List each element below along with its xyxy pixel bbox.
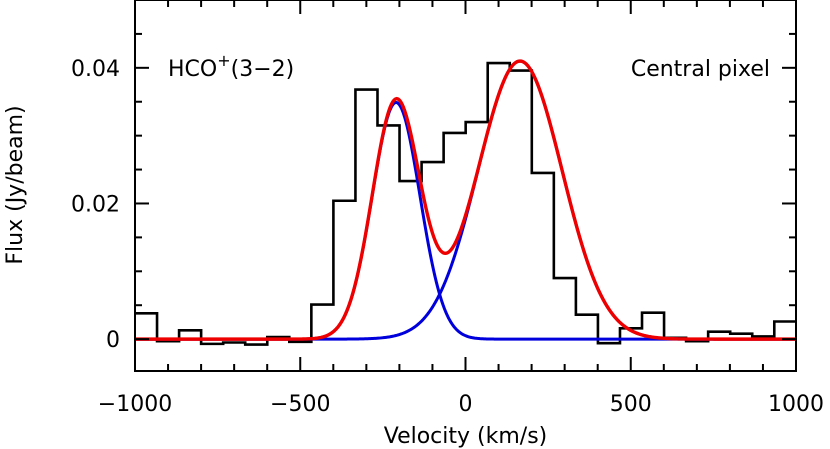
- plot-frame: [134, 0, 797, 372]
- location-annotation: Central pixel: [631, 57, 770, 82]
- x-axis-title: Velocity (km/s): [384, 424, 548, 449]
- x-tick-label: 0: [459, 392, 473, 417]
- total-fit-line: [135, 59, 796, 341]
- y-tick-label: 0.02: [71, 192, 120, 217]
- y-tick-label: 0: [106, 328, 120, 353]
- x-tick-label: 1000: [768, 392, 824, 417]
- gaussian-component-2: [135, 59, 796, 341]
- x-tick-label: −500: [270, 392, 330, 417]
- axis-ticks: [134, 0, 797, 371]
- x-tick-label: 500: [610, 392, 652, 417]
- spectrum-histogram: [135, 61, 796, 346]
- spectrum-step-line: [135, 61, 796, 346]
- x-tick-label: −1000: [98, 392, 172, 417]
- y-tick-label: 0.04: [71, 57, 120, 82]
- y-axis-title: Flux (Jy/beam): [3, 105, 28, 264]
- line-species-annotation: HCO+(3−2): [168, 51, 294, 82]
